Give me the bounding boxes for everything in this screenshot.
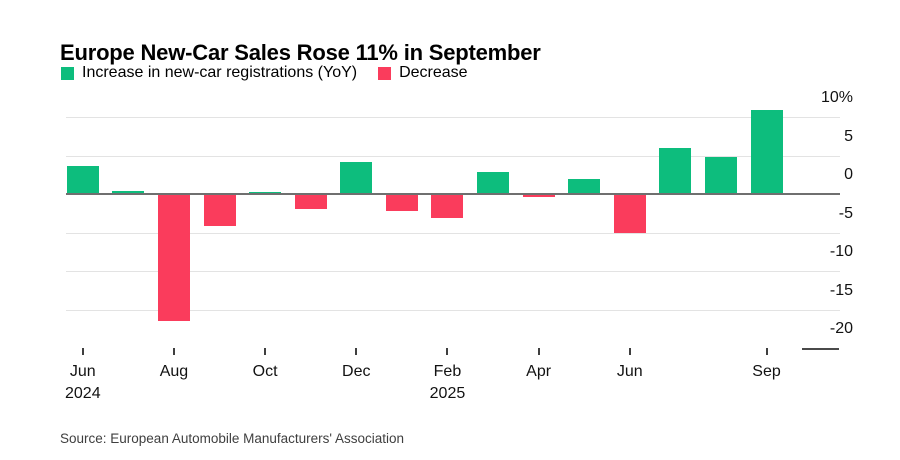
x-axis-label: Jun [69, 363, 96, 380]
legend-label-decrease: Decrease [399, 64, 468, 81]
chart-title: Europe New-Car Sales Rose 11% in Septemb… [60, 39, 541, 65]
gridline [66, 155, 840, 157]
legend-item-increase: Increase in new-car registrations (YoY) [61, 64, 357, 82]
bar-sep-2024 [203, 194, 236, 226]
x-axis-label: Jun [616, 363, 643, 380]
gridline [66, 309, 840, 311]
x-axis-tick [81, 348, 84, 355]
gridline [66, 271, 840, 272]
zero-axis-line [66, 192, 840, 195]
legend-item-decrease: Decrease [378, 64, 468, 82]
bar-sep-2025 [750, 110, 783, 194]
legend-swatch-decrease-icon [378, 66, 392, 80]
source-text: Source: European Automobile Manufacturer… [60, 431, 405, 446]
x-axis-year-label: 2025 [429, 385, 466, 402]
x-axis-tick [765, 348, 768, 355]
x-axis-label: Aug [159, 363, 189, 380]
x-axis-tick [446, 348, 449, 355]
axis-bottom-end-line [802, 348, 839, 350]
bar-aug-2025 [704, 157, 737, 194]
y-axis-label: 5 [844, 127, 853, 145]
gridline [66, 117, 840, 118]
x-axis-tick [264, 348, 267, 355]
y-axis-label: -20 [829, 320, 853, 337]
legend-label-increase: Increase in new-car registrations (YoY) [82, 64, 358, 81]
x-axis-tick [172, 348, 175, 355]
bar-nov-2024 [294, 194, 327, 210]
x-axis-tick [628, 348, 631, 355]
legend: Increase in new-car registrations (YoY) … [61, 64, 468, 82]
bar-may-2025 [568, 179, 601, 194]
bar-jul-2024 [112, 190, 145, 194]
bar-jan-2025 [385, 194, 418, 211]
x-axis-label: Feb [433, 363, 462, 380]
bar-mar-2025 [477, 172, 510, 194]
x-axis-tick [537, 348, 540, 355]
y-axis-label: -15 [829, 281, 853, 299]
x-axis-label: Dec [342, 363, 371, 380]
x-axis-year-label: 2024 [65, 385, 101, 402]
bar-jun-2025 [613, 194, 646, 233]
bar-aug-2024 [157, 194, 190, 322]
gridline [66, 232, 840, 234]
x-axis-label: Sep [752, 363, 781, 380]
x-axis-label: Oct [252, 363, 278, 380]
bar-jun-2024 [66, 165, 99, 194]
y-axis-label: 10% [820, 89, 853, 106]
x-axis-label: Apr [526, 363, 552, 380]
bar-feb-2025 [431, 194, 464, 218]
bar-dec-2024 [340, 161, 373, 194]
bar-jul-2025 [659, 147, 692, 194]
y-axis-label: 0 [844, 166, 853, 183]
y-axis-label: -10 [829, 243, 853, 260]
bar-apr-2025 [522, 194, 555, 198]
x-axis-tick [355, 348, 358, 355]
y-axis-label: -5 [838, 204, 853, 222]
legend-swatch-increase-icon [61, 66, 74, 80]
